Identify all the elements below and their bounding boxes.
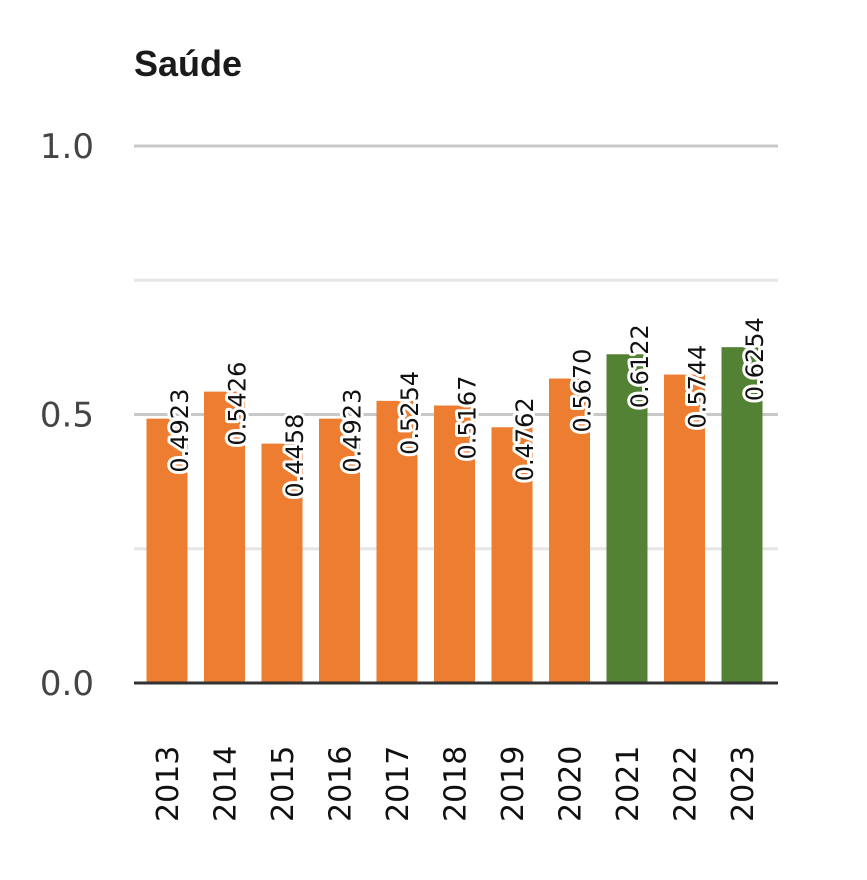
data-labels: 0.4923 0.5426 0.4458 0.4923 0.5254 0.5167 0.47…: [163, 314, 772, 500]
bar: [721, 347, 763, 683]
data-label: 0.6254: [741, 317, 769, 401]
x-tick-label: 2019: [496, 746, 531, 822]
data-label: 0.4762: [511, 397, 539, 481]
x-axis: 2013 2014 2015 2016 2017 2018 2019 2020 2021 2022…: [134, 681, 778, 822]
data-label: 0.5670: [569, 349, 597, 433]
y-tick-label: 1.0: [40, 127, 94, 167]
bar: [319, 418, 360, 683]
data-label: 0.5254: [396, 371, 424, 455]
bars: [146, 347, 763, 683]
data-label: 0.5426: [224, 362, 252, 446]
x-tick-label: 2021: [611, 746, 646, 822]
bar: [204, 391, 245, 683]
bar: [491, 427, 533, 683]
y-tick-label: 0.0: [40, 664, 94, 704]
data-label: 0.4923: [339, 389, 367, 473]
x-tick-label: 2017: [381, 746, 416, 822]
data-label: 0.5744: [684, 345, 712, 429]
x-tick-label: 2022: [669, 746, 704, 822]
y-axis: 0.0 0.5 1.0: [40, 127, 94, 704]
x-tick-label: 2014: [209, 746, 244, 822]
data-label: 0.5167: [454, 376, 482, 460]
bar: [146, 418, 188, 683]
x-tick-label: 2020: [554, 746, 589, 822]
x-tick-label: 2016: [324, 746, 359, 822]
data-label: 0.4458: [281, 414, 309, 498]
y-tick-label: 0.5: [40, 396, 94, 436]
x-tick-label: 2013: [151, 746, 186, 822]
x-tick-label: 2018: [439, 746, 474, 822]
x-tick-label: 2015: [266, 746, 301, 822]
bar: [434, 405, 475, 683]
chart-title: Saúde: [134, 43, 242, 84]
bar: [376, 400, 418, 683]
x-tick-label: 2023: [726, 746, 761, 822]
data-label: 0.4923: [166, 389, 194, 473]
bar: [664, 374, 705, 683]
data-label: 0.6122: [626, 324, 654, 408]
bar: [606, 354, 648, 683]
bar: [261, 443, 303, 683]
bar: [549, 378, 590, 683]
